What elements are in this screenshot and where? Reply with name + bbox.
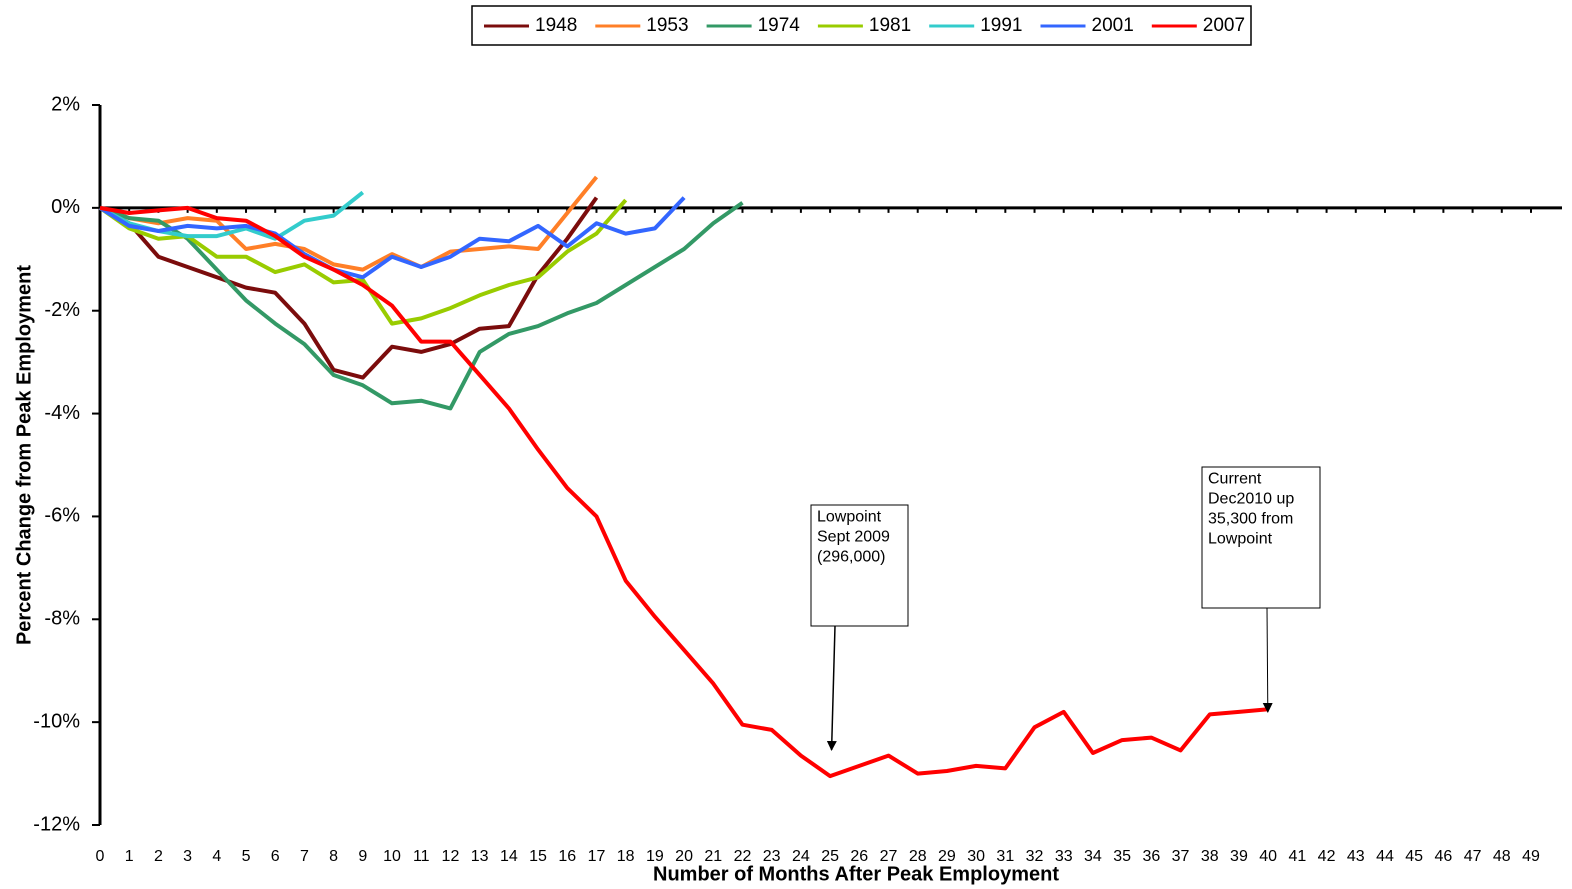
annotation-text: Dec2010 up bbox=[1208, 490, 1294, 507]
annotation-text: (296,000) bbox=[817, 548, 886, 565]
y-tick-label: -6% bbox=[44, 505, 80, 527]
x-tick-label: 38 bbox=[1201, 848, 1219, 865]
y-tick-label: -12% bbox=[33, 813, 80, 835]
annotation-text: 35,300 from bbox=[1208, 510, 1293, 527]
x-tick-label: 45 bbox=[1405, 848, 1423, 865]
x-tick-label: 5 bbox=[242, 848, 251, 865]
legend-label: 1991 bbox=[980, 15, 1022, 36]
x-tick-label: 14 bbox=[500, 848, 518, 865]
x-tick-label: 28 bbox=[909, 848, 927, 865]
annotation-text: Sept 2009 bbox=[817, 528, 890, 545]
x-tick-label: 6 bbox=[271, 848, 280, 865]
y-tick-label: -8% bbox=[44, 608, 80, 630]
x-tick-label: 12 bbox=[442, 848, 460, 865]
y-tick-label: -4% bbox=[44, 402, 80, 424]
x-tick-label: 7 bbox=[300, 848, 309, 865]
x-tick-label: 37 bbox=[1172, 848, 1190, 865]
x-tick-label: 10 bbox=[383, 848, 401, 865]
x-tick-label: 39 bbox=[1230, 848, 1248, 865]
y-axis-title: Percent Change from Peak Employment bbox=[13, 265, 35, 645]
legend-label: 2001 bbox=[1092, 15, 1134, 36]
x-tick-label: 31 bbox=[996, 848, 1014, 865]
x-tick-label: 9 bbox=[358, 848, 367, 865]
x-tick-label: 48 bbox=[1493, 848, 1511, 865]
annotation-text: Current bbox=[1208, 470, 1262, 487]
y-tick-label: 2% bbox=[51, 93, 80, 115]
x-tick-label: 47 bbox=[1464, 848, 1482, 865]
x-tick-label: 20 bbox=[675, 848, 693, 865]
x-tick-label: 4 bbox=[212, 848, 221, 865]
y-tick-label: 0% bbox=[51, 196, 80, 218]
legend-label: 1953 bbox=[646, 15, 688, 36]
legend-label: 2007 bbox=[1203, 15, 1245, 36]
x-tick-label: 13 bbox=[471, 848, 489, 865]
x-tick-label: 8 bbox=[329, 848, 338, 865]
series-line bbox=[99, 201, 744, 411]
x-tick-label: 17 bbox=[588, 848, 606, 865]
x-tick-label: 43 bbox=[1347, 848, 1365, 865]
x-tick-label: 23 bbox=[763, 848, 781, 865]
x-tick-label: 41 bbox=[1288, 848, 1306, 865]
x-tick-label: 0 bbox=[96, 848, 105, 865]
legend-label: 1948 bbox=[535, 15, 577, 36]
y-tick-label: -10% bbox=[33, 710, 80, 732]
x-tick-label: 36 bbox=[1142, 848, 1160, 865]
x-tick-label: 27 bbox=[880, 848, 898, 865]
x-tick-label: 15 bbox=[529, 848, 547, 865]
x-tick-label: 49 bbox=[1522, 848, 1540, 865]
x-tick-label: 32 bbox=[1026, 848, 1044, 865]
x-tick-label: 24 bbox=[792, 848, 810, 865]
x-tick-label: 42 bbox=[1318, 848, 1336, 865]
x-tick-label: 44 bbox=[1376, 848, 1394, 865]
x-tick-label: 21 bbox=[704, 848, 722, 865]
x-tick-label: 40 bbox=[1259, 848, 1277, 865]
series-line bbox=[98, 196, 686, 280]
x-tick-label: 19 bbox=[646, 848, 664, 865]
x-tick-label: 18 bbox=[617, 848, 635, 865]
legend-label: 1974 bbox=[758, 15, 801, 36]
x-tick-label: 26 bbox=[850, 848, 868, 865]
x-tick-label: 35 bbox=[1113, 848, 1131, 865]
x-tick-label: 30 bbox=[967, 848, 985, 865]
series-line bbox=[99, 205, 1269, 779]
annotation-text: Lowpoint bbox=[1208, 530, 1273, 547]
series-line bbox=[99, 175, 599, 272]
x-tick-label: 33 bbox=[1055, 848, 1073, 865]
annotation-text: Lowpoint bbox=[817, 508, 882, 525]
x-tick-label: 11 bbox=[413, 848, 430, 865]
y-tick-label: -2% bbox=[44, 299, 80, 321]
x-axis-title: Number of Months After Peak Employment bbox=[653, 863, 1059, 885]
x-tick-label: 16 bbox=[558, 848, 576, 865]
x-tick-label: 46 bbox=[1434, 848, 1452, 865]
x-tick-label: 25 bbox=[821, 848, 839, 865]
annotation-arrow bbox=[826, 625, 837, 751]
annotation-box bbox=[1201, 466, 1321, 609]
series-line bbox=[99, 196, 599, 380]
x-tick-label: 29 bbox=[938, 848, 956, 865]
x-tick-label: 2 bbox=[154, 848, 163, 865]
x-tick-label: 34 bbox=[1084, 848, 1102, 865]
legend-label: 1981 bbox=[869, 15, 911, 36]
x-tick-label: 3 bbox=[183, 848, 192, 865]
x-tick-label: 22 bbox=[734, 848, 752, 865]
annotation-arrow bbox=[1262, 607, 1273, 713]
x-tick-label: 1 bbox=[125, 848, 134, 865]
annotation-box bbox=[810, 504, 909, 627]
